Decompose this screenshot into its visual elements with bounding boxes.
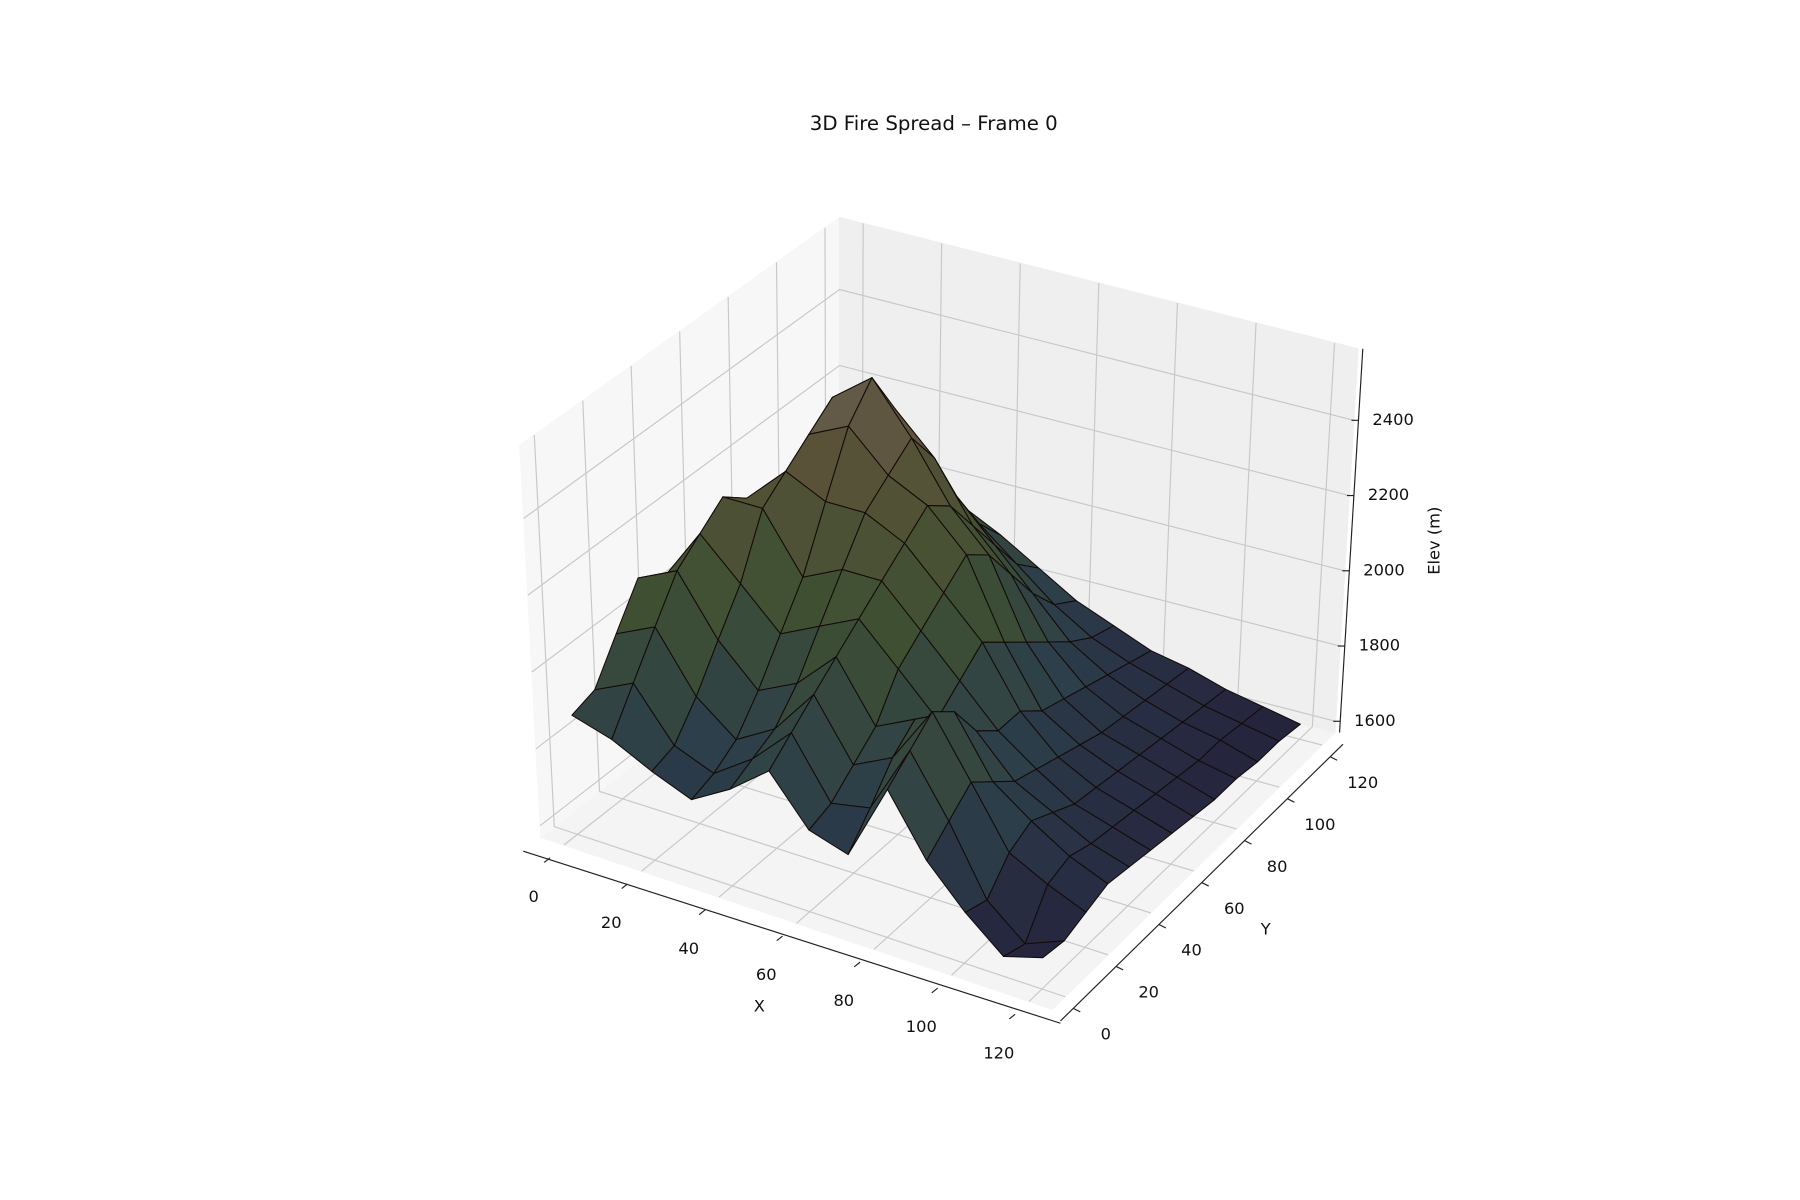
surface-cell <box>1003 940 1065 959</box>
x-tick-label: 80 <box>833 991 854 1010</box>
x-tick-label: 20 <box>601 913 622 932</box>
x-tick <box>931 987 938 994</box>
z-tick-label: 1600 <box>1354 711 1395 730</box>
y-tick <box>1073 1007 1081 1013</box>
grid-line <box>527 364 1350 596</box>
y-tick-label: 0 <box>1101 1025 1111 1044</box>
z-tick-label: 2400 <box>1372 410 1413 429</box>
x-tick-label: 60 <box>756 965 777 984</box>
chart-title: 3D Fire Spread – Frame 0 <box>810 112 1058 135</box>
grid-line <box>582 400 1109 956</box>
z-tick-label: 2000 <box>1363 560 1404 579</box>
y-tick-label: 40 <box>1181 941 1202 960</box>
x-tick-label: 100 <box>906 1017 937 1036</box>
y-tick-label: 80 <box>1267 857 1288 876</box>
y-tick <box>1329 756 1338 761</box>
x-axis-line <box>523 850 1061 1024</box>
x-tick <box>776 935 783 942</box>
y-tick-label: 60 <box>1224 899 1245 918</box>
grid-line <box>523 288 1354 519</box>
y-tick <box>1201 882 1209 887</box>
x-tick-label: 0 <box>529 887 539 906</box>
y-tick <box>1244 840 1252 845</box>
z-tick-label: 1800 <box>1359 636 1400 655</box>
x-tick <box>853 961 861 968</box>
y-tick <box>1287 798 1295 803</box>
x-tick <box>698 909 706 916</box>
y-tick <box>1115 965 1124 971</box>
y-tick-label: 20 <box>1138 983 1159 1002</box>
y-tick-label: 100 <box>1304 815 1335 834</box>
x-tick-label: 120 <box>983 1043 1014 1062</box>
z-axis-title: Elev (m) <box>1424 507 1443 575</box>
z-tick-label: 2200 <box>1368 485 1409 504</box>
x-tick <box>621 883 628 890</box>
y-tick-label: 120 <box>1347 773 1378 792</box>
grid-line <box>533 434 1066 998</box>
y-tick <box>1158 923 1167 929</box>
grid-line <box>1028 342 1336 1002</box>
z-axis-line <box>1338 348 1364 733</box>
x-tick <box>1008 1013 1016 1020</box>
x-tick <box>543 857 551 863</box>
y-axis-title: Y <box>1260 920 1271 939</box>
x-tick-label: 40 <box>678 939 699 958</box>
x-axis-title: X <box>754 996 765 1015</box>
plot-area: 3D Fire Spread – Frame 0 0 20 40 60 80 100 120… <box>519 112 1443 1062</box>
